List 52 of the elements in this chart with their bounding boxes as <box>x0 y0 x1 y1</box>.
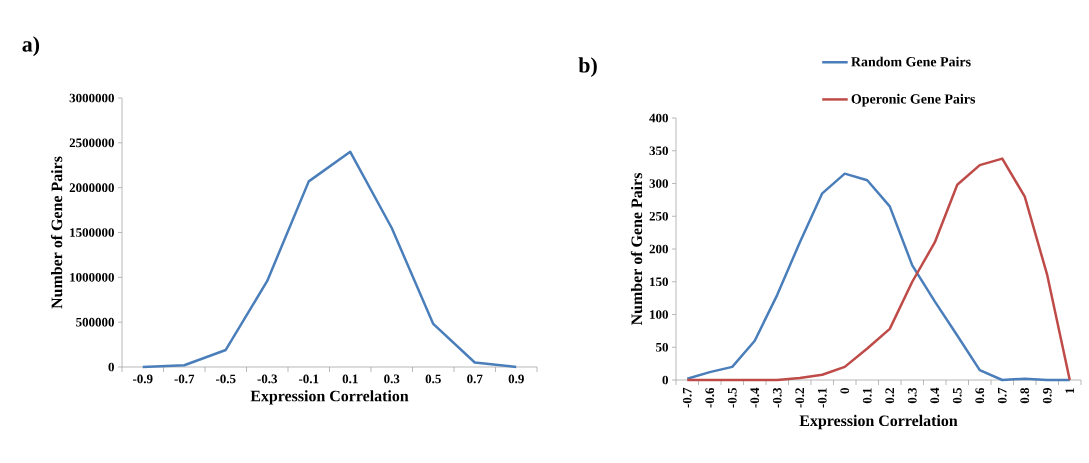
y-tick-label: 100 <box>650 310 668 319</box>
x-tick-label: 0.2 <box>885 388 895 404</box>
x-tick-label: 0.6 <box>975 387 985 404</box>
y-tick-label: 50 <box>656 342 668 352</box>
x-tick-label: 0 <box>840 388 850 394</box>
x-tick-label: 0.7 <box>997 387 1007 404</box>
x-tick-label: 1 <box>1065 388 1075 393</box>
y-tick-label: 150 <box>650 277 668 287</box>
x-tick-label: 0.3 <box>907 387 917 404</box>
x-tick-label: 0.3 <box>384 374 400 384</box>
y-tick-label: 200 <box>649 244 668 254</box>
x-tick-label: -0.7 <box>174 374 195 384</box>
legend-label: Random Gene Pairs <box>851 56 971 67</box>
y-tick-label: 250 <box>649 211 668 221</box>
x-tick-label: -0.1 <box>817 388 827 408</box>
x-tick-label: -0.3 <box>257 374 278 384</box>
x-tick-label: 0.4 <box>930 387 940 404</box>
x-tick-label: -0.5 <box>727 388 737 408</box>
legend-label: Operonic Gene Pairs <box>851 93 976 107</box>
x-tick-label: 0.1 <box>862 388 872 404</box>
chart-title: b) <box>578 57 597 78</box>
y-tick-label: 500000 <box>76 317 114 327</box>
x-tick-label: 0.8 <box>1020 387 1030 404</box>
y-tick-label: 0 <box>108 362 114 372</box>
x-tick-label: 0.5 <box>952 388 962 404</box>
x-tick-label: 0.9 <box>508 374 524 384</box>
x-tick-label: -0.6 <box>705 387 715 408</box>
x-axis-title: Expression Correlation <box>250 390 409 405</box>
y-tick-label: 3000000 <box>69 93 114 103</box>
x-axis-title: Expression Correlation <box>799 414 958 430</box>
y-tick-label: 400 <box>649 113 668 123</box>
y-tick-label: 1500000 <box>70 228 114 237</box>
y-axis-title: Number of Gene Pairs <box>50 156 63 309</box>
y-axis-title: Number of Gene Pairs <box>630 173 643 326</box>
x-tick-label: -0.3 <box>772 387 782 408</box>
x-tick-label: -0.9 <box>132 374 153 384</box>
line-series <box>141 150 518 369</box>
chart-title: a) <box>22 36 40 57</box>
x-tick-label: 0.9 <box>1042 387 1052 404</box>
x-tick-label: -0.2 <box>795 388 805 408</box>
x-tick-label: -0.7 <box>682 387 692 408</box>
x-tick-label: 0.5 <box>425 374 441 384</box>
y-tick-label: 2500000 <box>69 138 114 148</box>
x-tick-label: 0.7 <box>467 374 483 384</box>
x-tick-label: -0.5 <box>215 374 236 384</box>
x-tick-label: -0.1 <box>298 374 319 384</box>
y-tick-label: 350 <box>649 146 668 156</box>
x-tick-label: 0.1 <box>342 374 358 384</box>
x-tick-label: -0.4 <box>750 387 760 408</box>
y-tick-label: 1000000 <box>70 272 114 282</box>
y-tick-label: 300 <box>649 179 668 188</box>
y-tick-label: 2000000 <box>69 183 114 193</box>
